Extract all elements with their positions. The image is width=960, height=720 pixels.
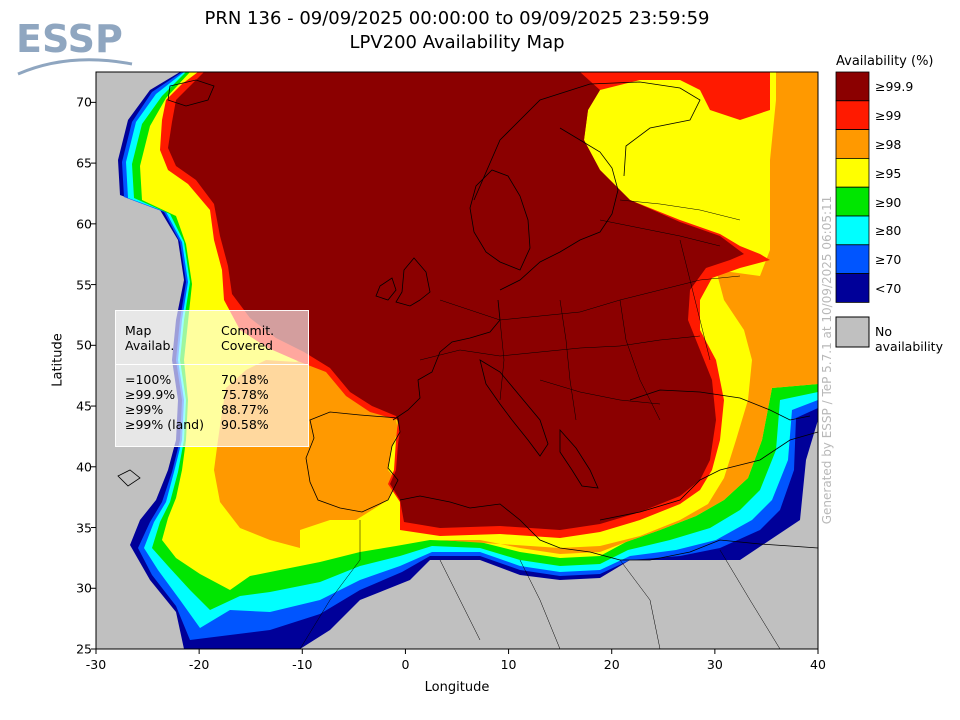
legend-swatch bbox=[835, 215, 870, 246]
x-tick-label: 40 bbox=[810, 657, 826, 672]
legend-label-ge98: ≥98 bbox=[875, 137, 902, 152]
stats-row-label: ≥99% (land) bbox=[125, 417, 204, 432]
x-tick-label: -30 bbox=[85, 657, 107, 672]
legend-label-ge90: ≥90 bbox=[875, 195, 902, 210]
legend-swatch bbox=[835, 157, 870, 188]
y-tick-label: 65 bbox=[76, 155, 92, 171]
y-tick-marks bbox=[91, 101, 96, 650]
y-tick-label: 40 bbox=[76, 459, 92, 475]
legend-swatch bbox=[835, 186, 870, 217]
legend-label-ge99-9: ≥99.9 bbox=[875, 79, 914, 94]
x-tick-label: 30 bbox=[706, 657, 723, 672]
y-tick-label: 30 bbox=[76, 580, 92, 596]
legend-label-ge80: ≥80 bbox=[875, 223, 902, 238]
coverage-stats-box: Map Availab. Commit. Covered =100% 70.18… bbox=[115, 310, 309, 447]
legend-label-lt70: <70 bbox=[875, 281, 902, 296]
stats-row-label: =100% bbox=[125, 372, 172, 387]
x-tick-label: -20 bbox=[188, 657, 210, 672]
coastlines bbox=[117, 79, 818, 561]
country-borders bbox=[299, 199, 781, 649]
chart-title: PRN 136 - 09/09/2025 00:00:00 to 09/09/2… bbox=[204, 8, 710, 29]
legend-swatch bbox=[835, 129, 870, 159]
availability-band bbox=[214, 72, 818, 554]
y-tick-label: 25 bbox=[76, 641, 92, 657]
stats-separator bbox=[116, 364, 308, 365]
stats-row-value: 70.18% bbox=[221, 372, 269, 387]
x-tick-label: -10 bbox=[292, 657, 313, 672]
stats-col2-header-line1: Commit. bbox=[221, 323, 275, 338]
legend-swatch-no-availability bbox=[835, 316, 870, 348]
x-tick-marks bbox=[95, 649, 819, 654]
stats-row-label: ≥99.9% bbox=[125, 387, 176, 402]
stats-col1-header-line1: Map bbox=[125, 323, 152, 338]
y-tick-label: 70 bbox=[76, 94, 92, 110]
y-tick-label: 35 bbox=[76, 520, 92, 536]
x-axis-label: Longitude bbox=[424, 680, 490, 695]
legend-label-ge99: ≥99 bbox=[875, 108, 902, 123]
stats-col1-header-line2: Availab. bbox=[125, 338, 175, 353]
y-axis-label: Latitude bbox=[50, 333, 66, 387]
logo-text: ESSP bbox=[16, 17, 123, 61]
stats-col2-header-line2: Covered bbox=[221, 338, 273, 353]
availability-band bbox=[168, 72, 744, 530]
legend-label-ge95: ≥95 bbox=[875, 166, 902, 181]
legend-label-ge70: ≥70 bbox=[875, 252, 902, 267]
legend-label-no-availability: No availability bbox=[875, 324, 943, 354]
legend-title: Availability (%) bbox=[836, 54, 934, 69]
y-tick-label: 55 bbox=[76, 277, 92, 293]
stats-row-value: 90.58% bbox=[221, 417, 269, 432]
stats-row-value: 75.78% bbox=[221, 387, 269, 402]
legend-swatch bbox=[835, 100, 870, 131]
x-tick-label: 0 bbox=[401, 657, 410, 672]
plot-frame bbox=[95, 71, 819, 650]
legend-swatches bbox=[835, 71, 870, 303]
availability-bands bbox=[118, 72, 818, 649]
legend-swatch bbox=[835, 244, 870, 275]
chart-subtitle: LPV200 Availability Map bbox=[349, 32, 565, 53]
essp-logo: ESSP bbox=[14, 14, 144, 84]
legend-swatch bbox=[835, 273, 870, 303]
generated-by-note: Generated by ESSP / TeP 5.7.1 at 10/09/2… bbox=[820, 195, 834, 525]
stats-row-value: 88.77% bbox=[221, 402, 269, 417]
x-tick-label: 20 bbox=[603, 657, 620, 672]
x-tick-label: 10 bbox=[500, 657, 517, 672]
stats-row-label: ≥99% bbox=[125, 402, 164, 417]
y-tick-label: 50 bbox=[76, 337, 92, 353]
legend-swatch bbox=[835, 71, 870, 102]
y-tick-label: 60 bbox=[76, 216, 92, 232]
y-tick-label: 45 bbox=[76, 398, 92, 414]
